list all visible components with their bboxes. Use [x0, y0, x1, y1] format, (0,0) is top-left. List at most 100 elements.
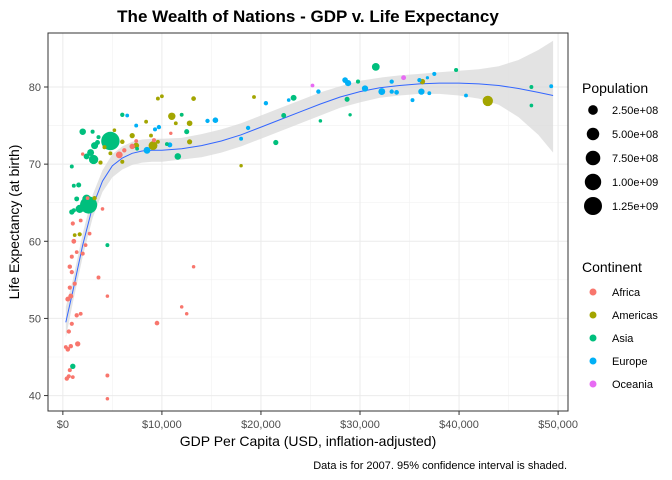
- data-point-asia: [95, 140, 100, 145]
- smooth-trend-line: [65, 82, 554, 323]
- data-point-asia: [83, 153, 90, 160]
- data-point-europe: [342, 77, 348, 83]
- data-point-asia: [355, 79, 361, 84]
- data-point-oceania: [401, 75, 407, 81]
- data-points: [63, 63, 554, 401]
- data-point-americas: [148, 141, 158, 151]
- population-legend-key: [586, 127, 600, 141]
- smooth-line: [65, 82, 554, 323]
- data-point-africa: [154, 320, 160, 326]
- population-legend: 2.50e+08 5.00e+08 7.50e+08 1.00e+09 1.25e+09: [584, 105, 658, 215]
- data-point-europe: [549, 84, 554, 89]
- data-point-europe: [245, 125, 251, 131]
- data-point-europe: [316, 89, 321, 94]
- data-point-americas: [239, 163, 243, 168]
- data-point-asia: [454, 67, 459, 73]
- y-tick-label: 50: [29, 313, 41, 325]
- data-point-europe: [425, 76, 430, 80]
- data-point-africa: [115, 151, 123, 159]
- data-point-asia: [88, 154, 99, 165]
- data-point-europe: [239, 136, 244, 141]
- data-point-europe: [125, 113, 130, 118]
- continent-legend-title: Continent: [582, 259, 642, 275]
- population-legend-label: 7.50e+08: [612, 153, 658, 165]
- continent-legend-label: Africa: [612, 287, 641, 299]
- x-tick-label: $10,000: [142, 419, 182, 431]
- data-point-asia: [529, 103, 534, 108]
- data-point-asia: [371, 63, 380, 71]
- y-tick-label: 60: [29, 236, 41, 248]
- population-legend-key: [584, 173, 602, 191]
- data-point-asia: [273, 139, 279, 146]
- data-point-africa: [70, 375, 75, 379]
- data-point-asia: [164, 142, 169, 147]
- continent-legend-key-europe: [589, 357, 597, 365]
- data-point-africa: [63, 345, 68, 349]
- data-point-africa: [78, 311, 83, 316]
- data-point-africa: [69, 270, 74, 275]
- continent-legend-key-africa: [589, 288, 597, 296]
- data-point-asia: [348, 113, 352, 117]
- data-point-africa: [129, 143, 135, 150]
- data-point-africa: [134, 139, 139, 143]
- data-point-africa: [105, 373, 110, 378]
- data-point-asia: [79, 128, 86, 135]
- data-point-africa: [151, 138, 157, 143]
- data-point-asia: [90, 129, 95, 134]
- data-point-asia: [179, 112, 184, 117]
- data-point-americas: [187, 139, 193, 145]
- data-point-africa: [67, 264, 73, 269]
- data-point-africa: [100, 207, 105, 211]
- data-point-africa: [87, 231, 92, 236]
- data-point-europe: [143, 146, 151, 154]
- data-point-africa: [105, 294, 110, 298]
- data-point-europe: [134, 123, 139, 128]
- data-point-americas: [108, 151, 113, 156]
- data-point-asia: [87, 149, 95, 157]
- data-point-americas: [120, 139, 125, 145]
- x-axis-title: GDP Per Capita (USD, inflation-adjusted): [180, 433, 437, 449]
- data-point-europe: [417, 78, 422, 83]
- population-legend-key: [585, 150, 601, 166]
- y-axis-ticks: 40 50 60 70 80: [29, 82, 48, 403]
- population-legend-label: 1.25e+09: [612, 201, 658, 213]
- y-tick-label: 80: [29, 82, 41, 94]
- data-point-europe: [286, 98, 291, 102]
- data-point-oceania: [310, 83, 315, 88]
- continent-legend-label: Americas: [612, 310, 658, 322]
- continent-legend-key-americas: [589, 311, 597, 319]
- data-point-asia: [529, 85, 534, 89]
- continent-legend-key-asia: [589, 334, 597, 342]
- y-axis-title: Life Expectancy (at birth): [6, 145, 22, 300]
- confidence-band-area: [65, 40, 554, 338]
- continent-legend-label: Europe: [612, 356, 647, 368]
- data-point-asia: [120, 112, 125, 117]
- y-tick-label: 40: [29, 391, 41, 403]
- x-tick-label: $0: [57, 419, 69, 431]
- continent-legend: Africa Americas Asia Europe Oceania: [589, 287, 658, 391]
- data-point-africa: [70, 221, 75, 226]
- data-point-africa: [71, 238, 77, 244]
- data-point-europe: [378, 88, 386, 96]
- data-point-africa: [68, 343, 74, 349]
- data-point-africa: [80, 152, 85, 156]
- data-point-africa: [80, 251, 85, 256]
- data-point-asia: [135, 146, 139, 151]
- data-point-americas: [191, 96, 196, 101]
- data-point-africa: [67, 368, 72, 373]
- data-point-americas: [173, 121, 178, 126]
- data-point-africa: [105, 396, 110, 401]
- data-point-africa: [83, 243, 88, 247]
- x-tick-label: $20,000: [241, 419, 281, 431]
- data-point-africa: [96, 275, 101, 280]
- data-point-europe: [205, 118, 210, 124]
- data-point-americas: [120, 159, 125, 164]
- data-point-asia: [105, 134, 110, 139]
- data-point-africa: [69, 254, 74, 259]
- data-point-asia: [281, 113, 287, 118]
- data-point-americas: [112, 128, 117, 132]
- data-point-africa: [74, 250, 79, 254]
- data-point-americas: [252, 95, 256, 99]
- x-tick-label: $30,000: [340, 419, 380, 431]
